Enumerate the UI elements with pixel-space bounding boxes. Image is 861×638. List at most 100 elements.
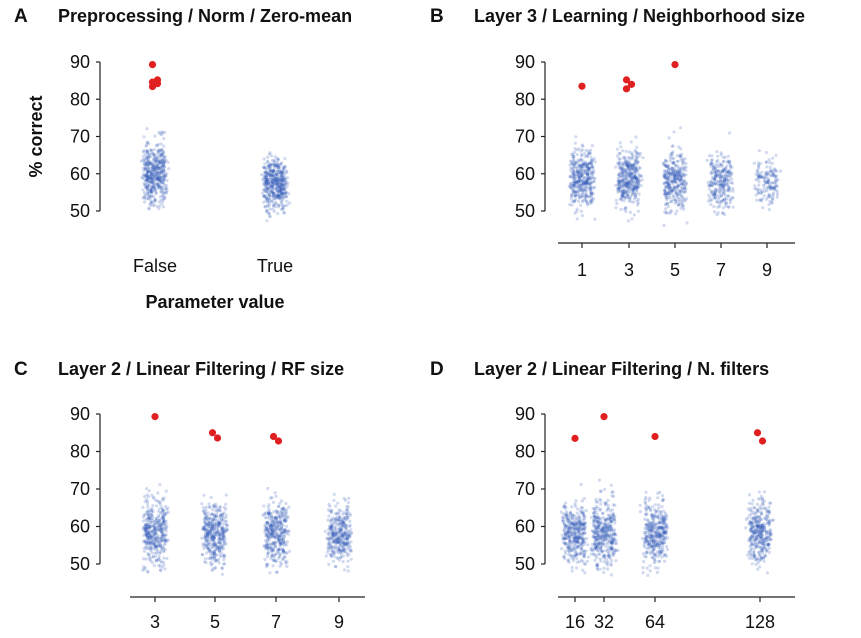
scatter-point <box>275 157 279 161</box>
scatter-point <box>571 559 576 563</box>
scatter-point <box>632 188 636 192</box>
scatter-point <box>156 170 160 174</box>
scatter-point <box>625 181 629 185</box>
scatter-point <box>162 180 166 184</box>
scatter-point <box>572 183 576 187</box>
scatter-point <box>275 172 279 176</box>
scatter-point <box>629 167 634 171</box>
scatter-point <box>617 178 621 182</box>
scatter-point <box>586 171 590 175</box>
scatter-point <box>268 166 272 170</box>
scatter-point <box>575 560 579 564</box>
scatter-point <box>579 188 583 192</box>
scatter-point <box>583 169 588 173</box>
scatter-point <box>676 170 680 174</box>
scatter-point <box>728 186 732 191</box>
scatter-point <box>145 155 149 159</box>
scatter-point <box>268 173 272 177</box>
scatter-point <box>142 149 146 153</box>
scatter-point <box>268 186 272 190</box>
scatter-point <box>283 177 287 181</box>
scatter-point <box>166 538 170 542</box>
scatter-point <box>713 187 717 191</box>
scatter-point <box>280 161 284 165</box>
scatter-point <box>281 207 285 211</box>
scatter-point <box>162 163 166 167</box>
scatter-point <box>156 499 160 503</box>
scatter-point <box>159 148 163 152</box>
scatter-point <box>332 492 336 496</box>
scatter-point <box>624 173 629 178</box>
scatter-point <box>583 185 587 189</box>
scatter-point <box>725 164 729 168</box>
scatter-point <box>268 192 272 196</box>
scatter-point <box>618 161 623 165</box>
scatter-point <box>157 161 161 165</box>
scatter-point <box>277 175 282 179</box>
scatter-point <box>272 165 276 169</box>
scatter-point <box>568 175 573 179</box>
scatter-point <box>590 180 594 185</box>
scatter-point <box>281 170 285 174</box>
scatter-point <box>708 184 712 188</box>
scatter-point <box>586 166 590 171</box>
scatter-point <box>348 519 352 523</box>
scatter-point <box>329 526 333 530</box>
scatter-point <box>669 176 673 180</box>
scatter-point <box>724 167 728 171</box>
scatter-point <box>279 194 283 198</box>
scatter-point <box>621 192 625 196</box>
scatter-point <box>609 573 614 577</box>
scatter-point <box>637 178 641 182</box>
scatter-point <box>628 173 632 177</box>
scatter-point <box>569 159 573 163</box>
scatter-point <box>276 533 280 538</box>
scatter-point <box>671 150 675 154</box>
scatter-point <box>668 156 672 160</box>
scatter-point <box>215 530 219 534</box>
scatter-point <box>641 156 645 160</box>
scatter-point <box>282 167 286 171</box>
scatter-point <box>623 155 627 160</box>
scatter-point <box>771 195 775 199</box>
scatter-point <box>275 181 279 185</box>
scatter-point <box>577 179 581 183</box>
x-tick-label: 1 <box>577 260 587 280</box>
scatter-point <box>668 158 672 163</box>
scatter-point <box>572 155 576 159</box>
scatter-point <box>636 209 641 213</box>
scatter-point <box>336 511 340 515</box>
scatter-point <box>145 155 149 159</box>
scatter-point <box>280 190 284 194</box>
scatter-point <box>590 201 594 205</box>
scatter-point <box>572 179 576 183</box>
scatter-point <box>578 172 583 176</box>
scatter-point <box>266 186 270 190</box>
scatter-point <box>161 158 165 162</box>
scatter-point <box>758 175 762 179</box>
scatter-point <box>581 189 585 193</box>
scatter-point <box>593 558 597 563</box>
scatter-point <box>204 539 208 544</box>
scatter-point <box>278 542 282 546</box>
scatter-point <box>678 154 682 158</box>
scatter-point <box>587 151 591 155</box>
scatter-point <box>723 193 728 198</box>
scatter-point <box>626 180 630 184</box>
scatter-point <box>145 544 149 548</box>
scatter-point <box>275 178 280 182</box>
scatter-point <box>676 175 681 179</box>
scatter-point <box>580 194 584 198</box>
scatter-point <box>161 131 165 135</box>
y-tick-label: 90 <box>515 404 535 424</box>
scatter-point <box>281 184 285 188</box>
scatter-point <box>283 195 287 199</box>
scatter-point <box>718 192 722 196</box>
scatter-point <box>758 175 762 180</box>
scatter-point <box>271 180 275 184</box>
scatter-point <box>584 165 588 169</box>
scatter-point <box>680 187 684 191</box>
scatter-point <box>149 168 153 172</box>
scatter-point <box>284 191 288 195</box>
scatter-point <box>147 194 151 198</box>
